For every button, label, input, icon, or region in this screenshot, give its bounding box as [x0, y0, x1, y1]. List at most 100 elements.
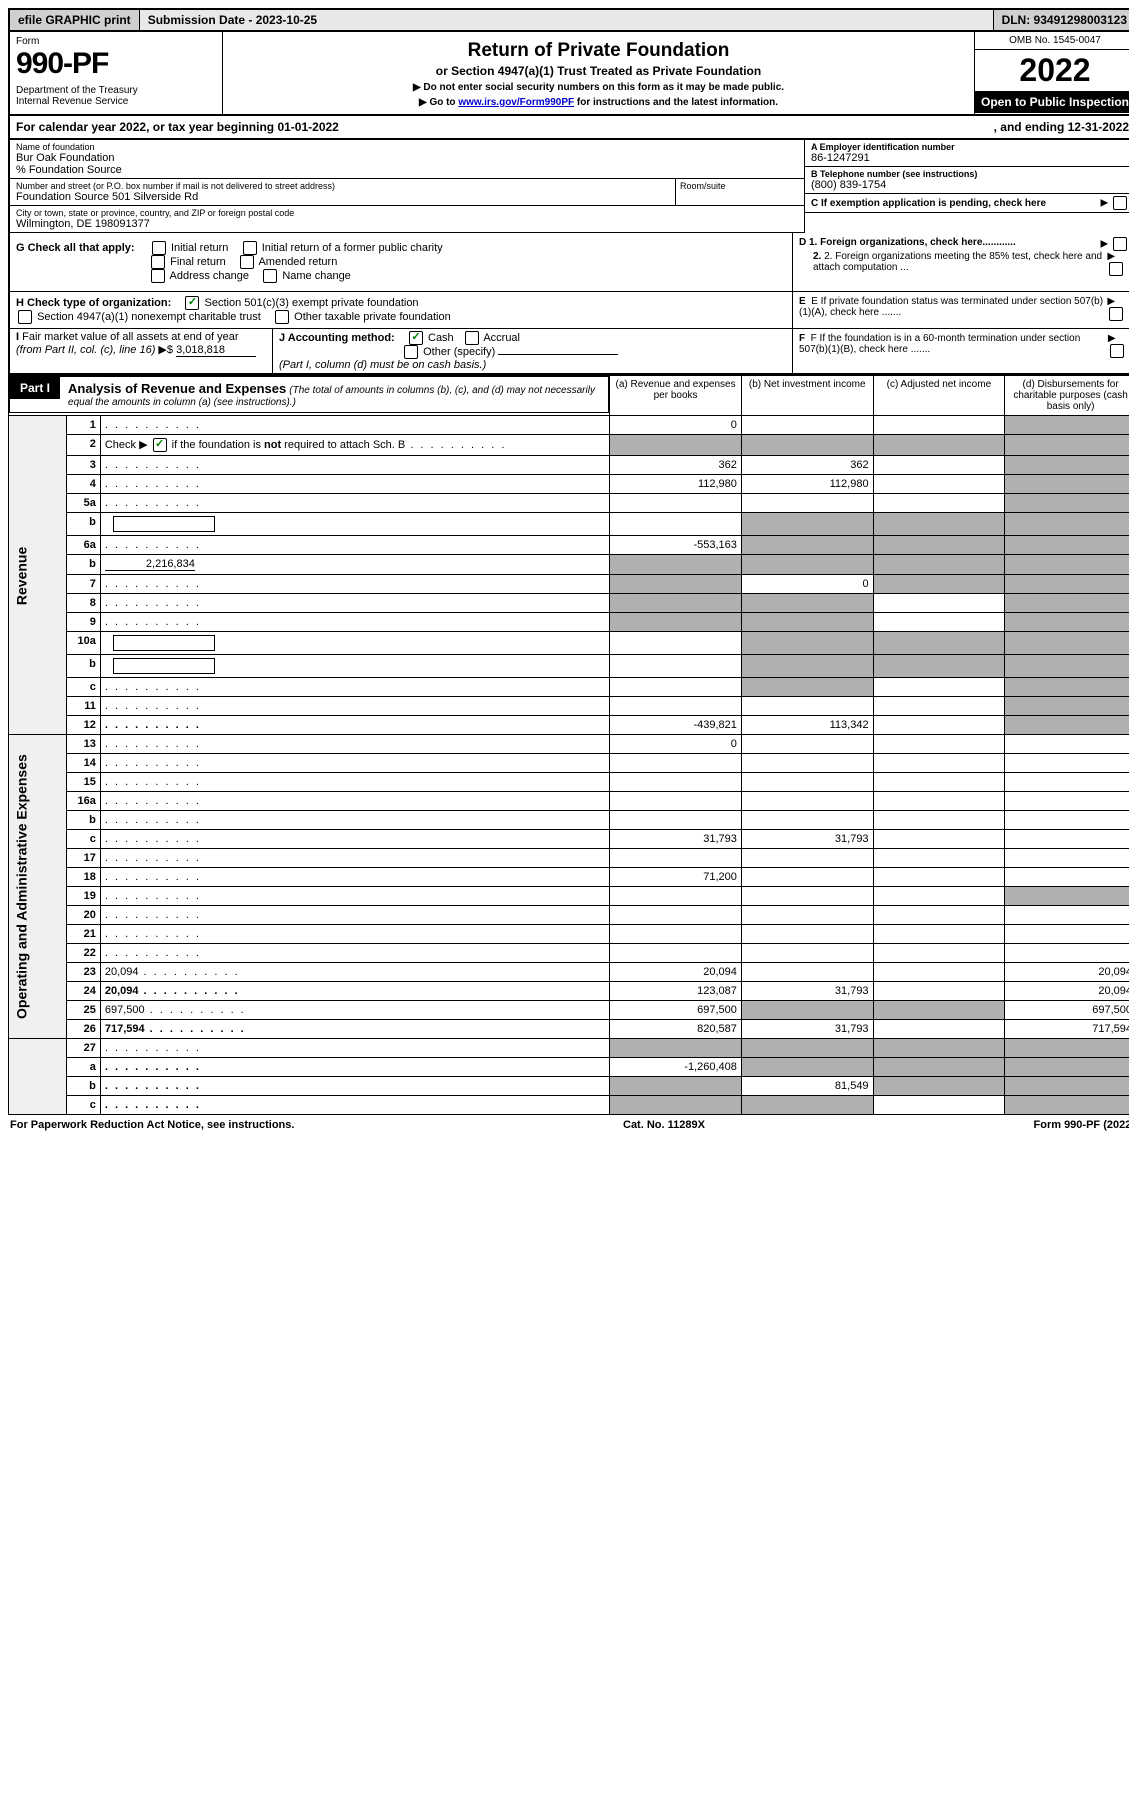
line-description: [100, 456, 609, 475]
amount-cell: [610, 1039, 742, 1058]
fmv-value: 3,018,818: [176, 344, 256, 357]
table-row: 12-439,821113,342: [9, 716, 1129, 735]
table-row: Operating and Administrative Expenses130: [9, 735, 1129, 754]
line-description: [100, 754, 609, 773]
amount-cell: -439,821: [610, 716, 742, 735]
ein-label: A Employer identification number: [811, 142, 1129, 152]
room-suite: Room/suite: [675, 179, 804, 205]
line-number: 19: [67, 887, 101, 906]
amount-cell: [741, 1096, 873, 1115]
amount-cell: [610, 754, 742, 773]
line-number: b: [67, 1077, 101, 1096]
name-label: Name of foundation: [16, 142, 798, 152]
table-row: b: [9, 513, 1129, 536]
j-accrual-check[interactable]: [465, 331, 479, 345]
line-number: b: [67, 513, 101, 536]
line-number: c: [67, 1096, 101, 1115]
amount-cell: [873, 735, 1005, 754]
line-description: [100, 416, 609, 435]
amount-cell: [1005, 1039, 1129, 1058]
amount-cell: [1005, 792, 1129, 811]
amount-cell: [873, 594, 1005, 613]
city-state-zip: Wilmington, DE 198091377: [16, 218, 798, 230]
amount-cell: [610, 887, 742, 906]
g-d-row: G Check all that apply: Initial return I…: [8, 233, 1129, 292]
amount-cell: [610, 513, 742, 536]
address: Foundation Source 501 Silverside Rd: [16, 191, 669, 203]
j-other-check[interactable]: [404, 345, 418, 359]
e-checkbox[interactable]: [1109, 307, 1123, 321]
amount-cell: [741, 416, 873, 435]
table-row: 10a: [9, 632, 1129, 655]
amount-cell: [741, 754, 873, 773]
h-other-check[interactable]: [275, 310, 289, 324]
amount-cell: [873, 697, 1005, 716]
line-description: [100, 678, 609, 697]
amount-cell: [873, 925, 1005, 944]
table-row: 9: [9, 613, 1129, 632]
f-checkbox[interactable]: [1110, 344, 1124, 358]
table-row: 3362362: [9, 456, 1129, 475]
amount-cell: [873, 982, 1005, 1001]
amount-cell: 81,549: [741, 1077, 873, 1096]
address-change-check[interactable]: [151, 269, 165, 283]
line-description: [100, 536, 609, 555]
line-number: 24: [67, 982, 101, 1001]
amount-cell: [873, 1039, 1005, 1058]
amount-cell: [610, 1077, 742, 1096]
final-return-check[interactable]: [151, 255, 165, 269]
line-description: [100, 513, 609, 536]
part1-title: Analysis of Revenue and Expenses: [68, 381, 286, 396]
line-number: 2: [67, 435, 101, 456]
schb-check[interactable]: [153, 438, 167, 452]
table-row: b 81,549: [9, 1077, 1129, 1096]
d2-checkbox[interactable]: [1109, 262, 1123, 276]
amended-return-check[interactable]: [240, 255, 254, 269]
line-number: 12: [67, 716, 101, 735]
initial-return-check[interactable]: [152, 241, 166, 255]
line-number: 22: [67, 944, 101, 963]
name-change-check[interactable]: [263, 269, 277, 283]
table-row: 6a-553,163: [9, 536, 1129, 555]
line-description: [100, 613, 609, 632]
line-number: b: [67, 655, 101, 678]
form-title: Return of Private Foundation: [229, 40, 968, 62]
amount-cell: [741, 925, 873, 944]
line-number: c: [67, 830, 101, 849]
line-description: [100, 849, 609, 868]
amount-cell: [610, 655, 742, 678]
amount-cell: [741, 773, 873, 792]
line-description: [100, 494, 609, 513]
d1-checkbox[interactable]: [1113, 237, 1127, 251]
amount-cell: [741, 555, 873, 575]
line-number: 18: [67, 868, 101, 887]
amount-cell: 0: [610, 735, 742, 754]
c-checkbox[interactable]: [1113, 196, 1127, 210]
h-501c3-check[interactable]: [185, 296, 199, 310]
h-4947-check[interactable]: [18, 310, 32, 324]
ij-f-row: I Fair market value of all assets at end…: [8, 329, 1129, 375]
d-section: D 1. Foreign organizations, check here..…: [793, 233, 1129, 291]
amount-cell: [610, 1096, 742, 1115]
line-number: 25: [67, 1001, 101, 1020]
amount-cell: [610, 773, 742, 792]
amount-cell: [741, 1001, 873, 1020]
initial-former-check[interactable]: [243, 241, 257, 255]
amount-cell: [610, 594, 742, 613]
amount-cell: [741, 887, 873, 906]
e-section: E E If private foundation status was ter…: [793, 292, 1129, 328]
j-cash-check[interactable]: [409, 331, 423, 345]
line-number: 15: [67, 773, 101, 792]
irs-link[interactable]: www.irs.gov/Form990PF: [458, 97, 574, 108]
g-section: G Check all that apply: Initial return I…: [10, 233, 793, 291]
amount-cell: [741, 1058, 873, 1077]
form-number: 990-PF: [16, 47, 216, 81]
table-row: 16a: [9, 792, 1129, 811]
table-row: Revenue10: [9, 416, 1129, 435]
amount-cell: [1005, 811, 1129, 830]
amount-cell: [873, 416, 1005, 435]
amount-cell: [873, 475, 1005, 494]
line-description: [100, 811, 609, 830]
page-footer: For Paperwork Reduction Act Notice, see …: [8, 1115, 1129, 1135]
line-number: 27: [67, 1039, 101, 1058]
